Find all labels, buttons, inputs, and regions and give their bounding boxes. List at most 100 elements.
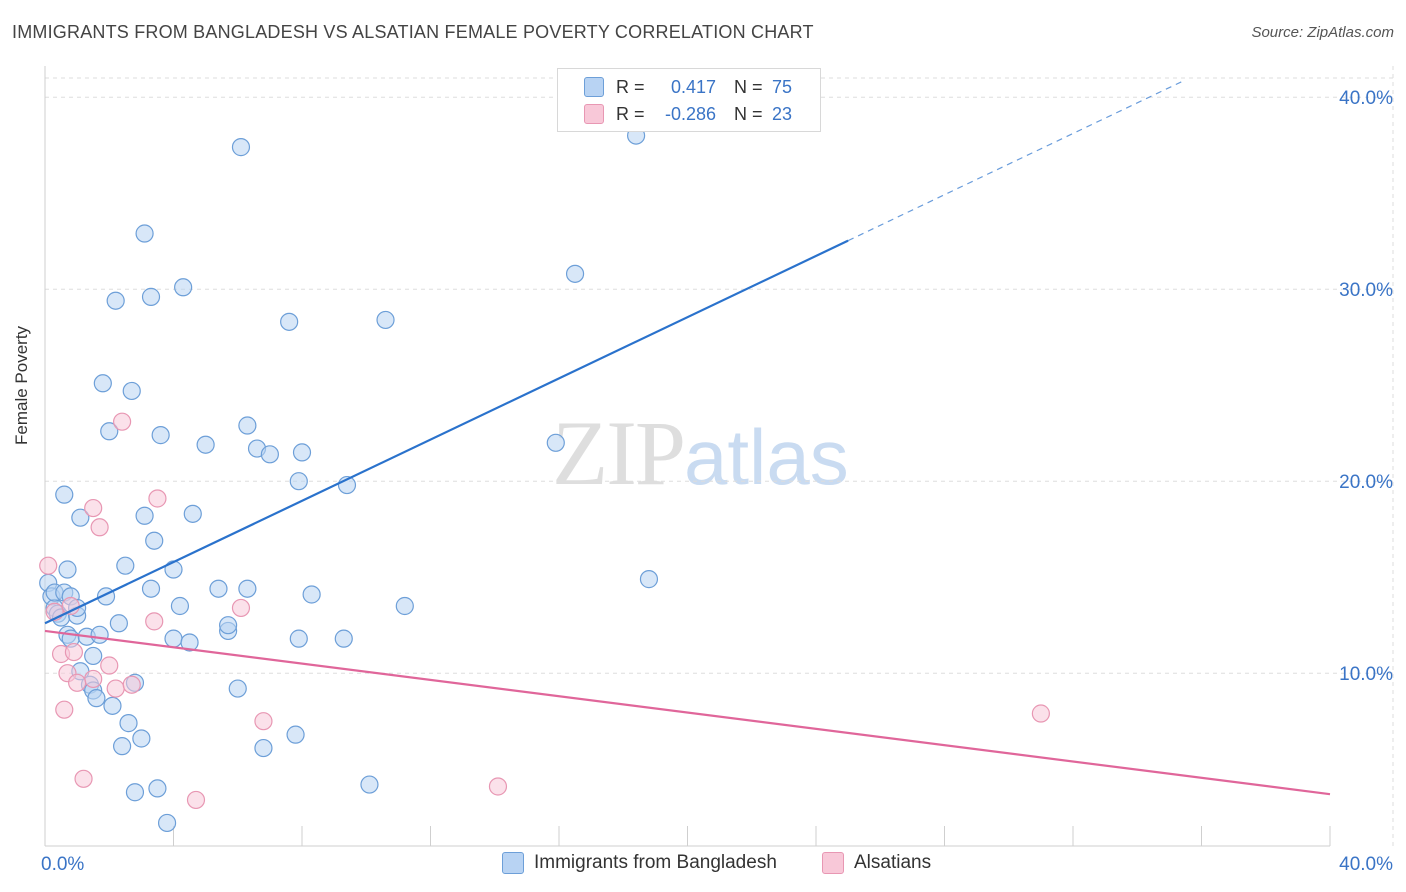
alsatian-point: [84, 498, 103, 518]
n-value: 23: [772, 103, 793, 124]
bangladesh-point: [376, 310, 395, 330]
alsatian-point: [64, 642, 84, 662]
bangladesh-point: [90, 625, 109, 644]
y-tick-label: 40.0%: [1339, 88, 1393, 109]
bangladesh-point: [141, 579, 161, 598]
bangladesh-point: [280, 312, 299, 331]
y-axis-label: Female Poverty: [12, 325, 31, 445]
bangladesh-point: [254, 738, 273, 758]
bangladesh-point: [135, 506, 154, 525]
bangladesh-point: [103, 696, 122, 715]
n-label: N =: [734, 76, 763, 97]
tick-label-layer: 10.0% 20.0% 30.0% 40.0% 0.0% 40.0%: [41, 88, 1393, 875]
alsatian-point: [112, 412, 132, 431]
watermark-zip: ZIP: [552, 402, 686, 504]
alsatian-point: [100, 656, 119, 675]
n-value: 75: [772, 76, 793, 97]
bangladesh-point: [106, 291, 125, 310]
legend-label: Immigrants from Bangladesh: [534, 852, 777, 873]
alsatian-point: [68, 673, 87, 692]
r-value: 0.417: [670, 76, 716, 97]
alsatian-point: [1031, 704, 1050, 723]
alsatian-point: [145, 612, 164, 631]
x-tick-label: 40.0%: [1339, 854, 1393, 875]
bangladesh-point: [565, 264, 585, 283]
alsatian-point: [84, 669, 103, 689]
alsatian-point: [39, 556, 58, 575]
bangladesh-point: [180, 633, 199, 652]
bangladesh-point: [174, 278, 193, 297]
bangladesh-point: [164, 629, 183, 648]
bangladesh-point: [238, 416, 257, 435]
bangladesh-point: [639, 570, 659, 589]
bangladesh-point: [55, 485, 74, 504]
bangladesh-point: [289, 629, 308, 648]
blue-swatch-icon: [584, 77, 604, 97]
watermark-atlas: atlas: [684, 413, 849, 501]
alsatian-point: [74, 769, 93, 788]
bangladesh-point: [109, 614, 128, 633]
bangladesh-point: [148, 779, 167, 798]
alsatian-point: [186, 790, 206, 810]
bangladesh-point: [196, 435, 215, 454]
bangladesh-point: [71, 508, 90, 527]
alsatian-point: [148, 489, 167, 508]
bangladesh-point: [289, 472, 308, 491]
y-tick-label: 30.0%: [1339, 280, 1393, 301]
bangladesh-point: [260, 445, 279, 464]
bangladesh-point: [125, 783, 145, 802]
bangladesh-point: [546, 433, 565, 452]
bangladesh-point: [122, 381, 141, 401]
bangladesh-point: [238, 579, 257, 598]
bangladesh-point: [93, 374, 112, 393]
bangladesh-point: [151, 426, 170, 445]
chart-legend: Immigrants from Bangladesh Alsatians: [0, 852, 1406, 878]
watermark: ZIPatlas: [552, 400, 849, 506]
bangladesh-point: [145, 531, 164, 550]
bangladesh-point: [360, 775, 379, 794]
blue-swatch-icon: [502, 852, 524, 874]
pink-swatch-icon: [822, 852, 844, 874]
bangladesh-point: [228, 679, 247, 698]
bangladesh-point: [164, 560, 183, 579]
bangladesh-point: [334, 629, 353, 648]
alsatian-point: [106, 679, 125, 698]
pink-swatch-icon: [584, 104, 604, 124]
bangladesh-point: [157, 813, 177, 833]
bangladesh-point: [112, 737, 132, 756]
alsatian-point: [488, 777, 508, 796]
bangladesh-point: [58, 560, 77, 579]
legend-item-alsatians[interactable]: Alsatians: [822, 852, 931, 874]
bangladesh-point: [286, 725, 305, 744]
bangladesh-trendline: [44, 239, 849, 625]
chart-title: IMMIGRANTS FROM BANGLADESH VS ALSATIAN F…: [12, 22, 814, 42]
x-tick-label: 0.0%: [41, 854, 84, 875]
alsatian-point: [90, 518, 109, 537]
bangladesh-point: [209, 579, 228, 598]
bangladesh-point: [135, 224, 154, 243]
bangladesh-point: [292, 443, 312, 462]
bangladesh-point: [87, 689, 106, 708]
stats-box: R = 0.417 N = 75 R = -0.286 N = 23: [557, 68, 821, 132]
alsatian-point: [122, 675, 141, 694]
bangladesh-point: [119, 714, 138, 733]
grid-layer: [45, 66, 1394, 846]
legend-item-bangladesh[interactable]: Immigrants from Bangladesh: [502, 852, 777, 874]
n-label: N =: [734, 103, 763, 124]
bangladesh-point: [170, 596, 190, 616]
r-label: R =: [616, 76, 645, 97]
bangladesh-point: [219, 616, 238, 635]
axis-layer: [44, 66, 1331, 847]
bangladesh-point: [395, 596, 414, 616]
points-layer: [39, 90, 1050, 833]
bangladesh-point: [100, 422, 119, 441]
r-label: R =: [616, 103, 645, 124]
bangladesh-point: [141, 287, 161, 306]
bangladesh-point: [116, 556, 135, 575]
source-credit: Source: ZipAtlas.com: [1251, 24, 1394, 41]
bangladesh-point: [132, 729, 151, 748]
alsatian-point: [55, 700, 74, 719]
bangladesh-trendline-extension: [847, 79, 1186, 242]
y-tick-label: 20.0%: [1339, 472, 1393, 493]
